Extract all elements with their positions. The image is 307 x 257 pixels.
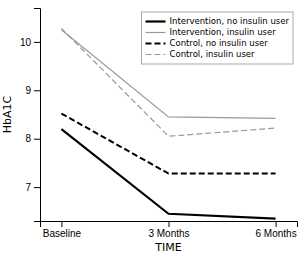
legend-swatch xyxy=(146,54,166,55)
x-tick-mark xyxy=(276,221,277,227)
legend-swatch xyxy=(146,20,166,22)
y-tick-label: 8 xyxy=(25,133,31,144)
series-line xyxy=(61,114,275,174)
x-tick-mark xyxy=(61,221,62,227)
legend-swatch xyxy=(146,43,166,45)
legend: Intervention, no insulin userInterventio… xyxy=(142,12,294,64)
legend-label: Control, no insulin user xyxy=(170,38,269,48)
x-tick-label: 6 Months xyxy=(256,228,297,239)
y-axis: 7 8 9 10 xyxy=(20,9,41,222)
y-tick-label: 7 xyxy=(25,182,31,193)
plot: Baseline 3 Months 6 Months 7 8 9 10 Interventio… xyxy=(20,9,298,240)
legend-label: Intervention, insulin user xyxy=(170,27,277,37)
y-tick-label: 10 xyxy=(20,37,32,48)
x-tick-label: Baseline xyxy=(43,228,82,239)
legend-label: Control, insulin user xyxy=(170,49,256,59)
y-tick: 8 xyxy=(25,133,40,144)
x-axis: Baseline 3 Months 6 Months xyxy=(41,221,298,239)
x-tick: 6 Months xyxy=(256,221,297,239)
y-axis-title: HbA1C xyxy=(1,95,14,133)
y-axis-line xyxy=(34,9,41,222)
y-tick-mark xyxy=(34,90,40,91)
y-tick-label: 9 xyxy=(25,85,31,96)
x-tick: 3 Months xyxy=(148,221,189,239)
x-axis-title: TIME xyxy=(154,241,181,254)
y-tick: 10 xyxy=(20,37,40,48)
x-tick: Baseline xyxy=(43,221,82,239)
y-tick-mark xyxy=(34,139,40,140)
y-tick: 9 xyxy=(25,85,40,96)
x-axis-line xyxy=(41,222,298,228)
x-tick-label: 3 Months xyxy=(148,228,189,239)
legend-label: Intervention, no insulin user xyxy=(170,16,290,26)
x-tick-mark xyxy=(169,221,170,227)
legend-box xyxy=(142,12,294,64)
legend-swatch xyxy=(146,32,166,33)
y-tick: 7 xyxy=(25,182,40,193)
chart: Baseline 3 Months 6 Months 7 8 9 10 Interventio… xyxy=(0,0,307,257)
y-tick-mark xyxy=(34,187,40,188)
y-tick-mark xyxy=(34,42,40,43)
